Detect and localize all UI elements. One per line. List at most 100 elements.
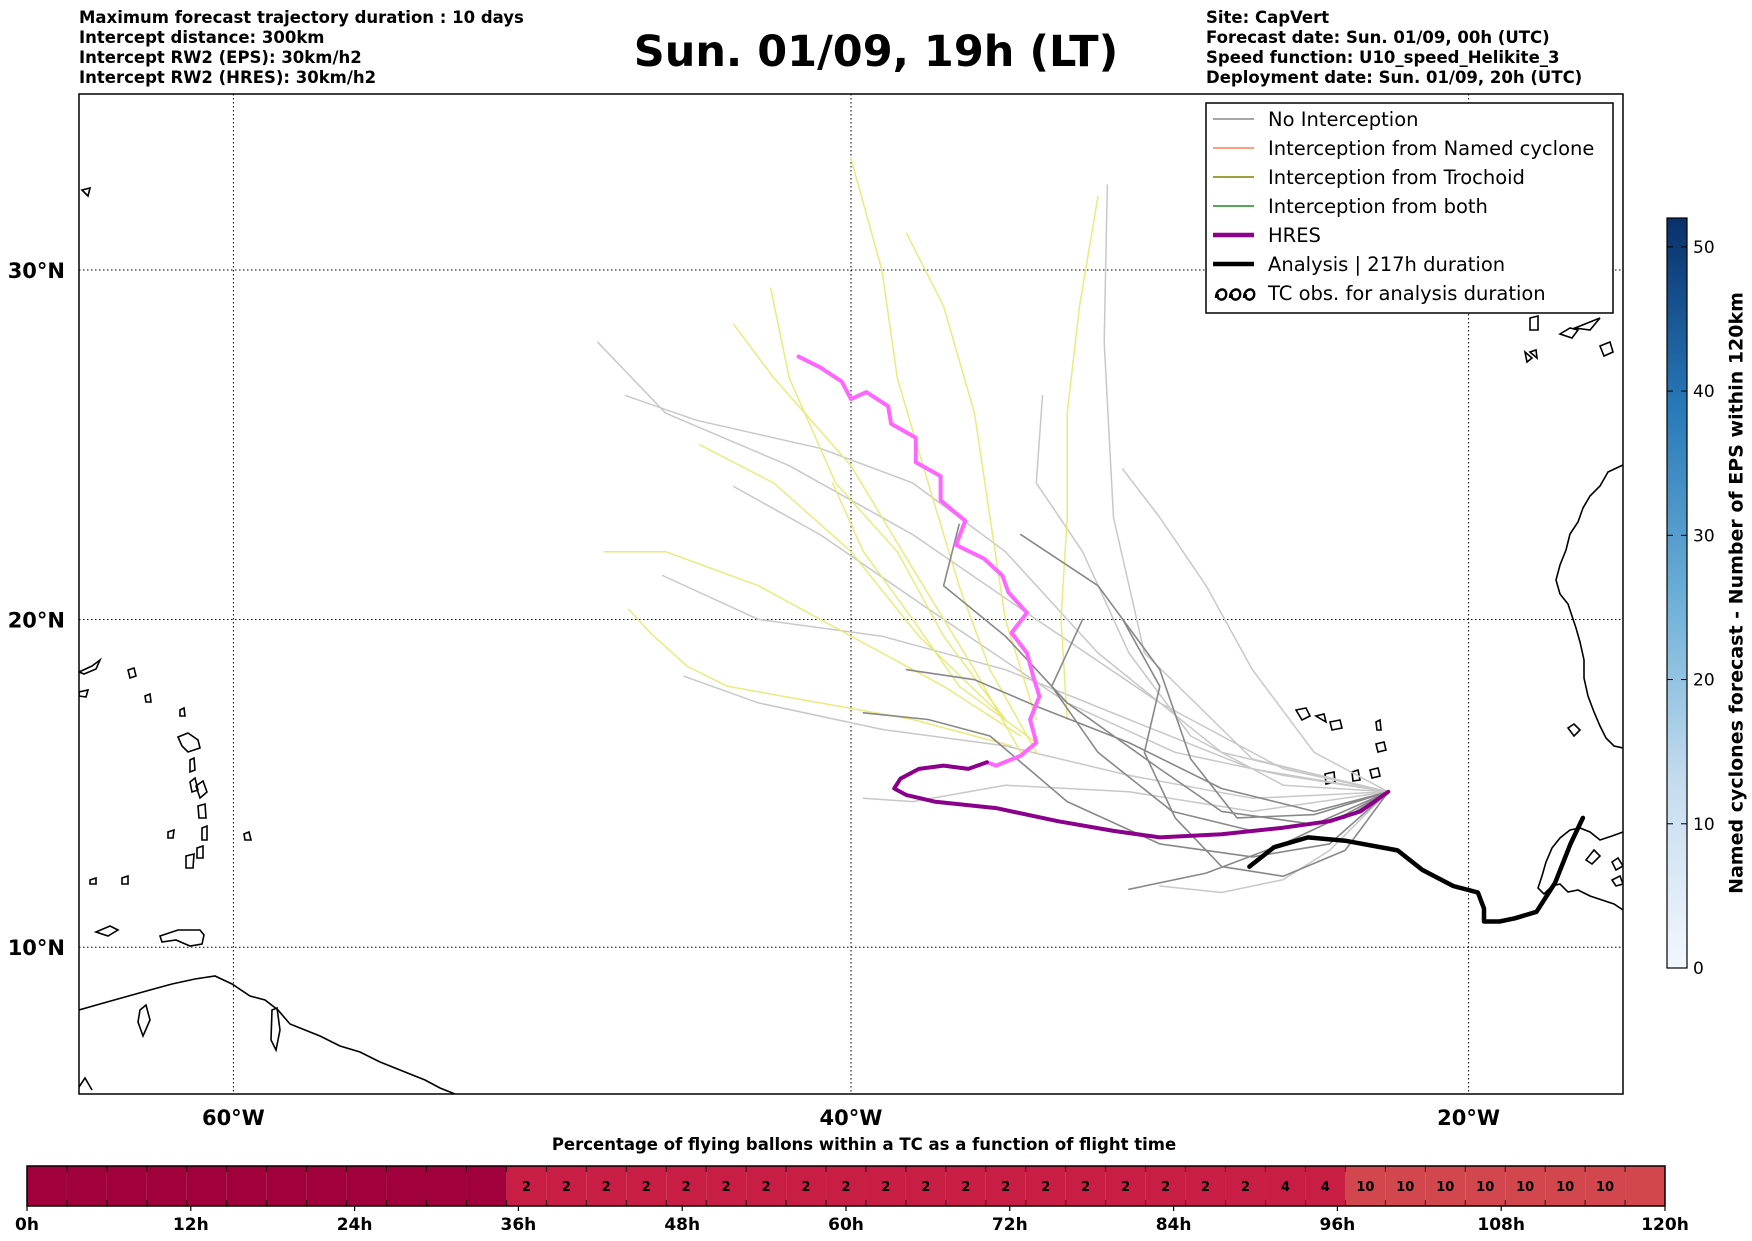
- coastline-island: [195, 779, 208, 800]
- coastline-island-cape-verde: [1329, 719, 1343, 731]
- timeline-cell: [186, 1166, 227, 1206]
- header-right-info: Site: CapVert Forecast date: Sun. 01/09,…: [1206, 8, 1582, 88]
- trajectory-line: [862, 712, 1390, 858]
- timeline-tick-label: 12h: [173, 1215, 209, 1235]
- timeline-cell: [346, 1166, 387, 1206]
- timeline-cell: 2: [1105, 1166, 1146, 1206]
- coastline-island: [189, 756, 196, 774]
- timeline-cell-fill: [146, 1166, 187, 1206]
- coastline-island: [185, 852, 195, 869]
- legend-entry: Interception from Trochoid: [1213, 166, 1525, 189]
- timeline-cells: 2 2 2 2 2 2 2 2 2 2 2 2 2 2 2 2 2 2 2 4 4 10 10 10 10 10 10 10: [26, 1166, 1665, 1206]
- timeline-cell-label: 2: [1041, 1180, 1050, 1195]
- coastline-island-canary: [1528, 348, 1539, 360]
- axis-tick-labels: 60°W 40°W 20°W 30°N 20°N 10°N: [8, 259, 1500, 1130]
- timeline-tick-label: 120h: [1641, 1215, 1689, 1235]
- coastline-africa-mouth: [1566, 722, 1582, 738]
- timeline-cell-label: 4: [1321, 1180, 1330, 1195]
- coastline-island: [89, 876, 97, 885]
- timeline-cell: 2: [585, 1166, 627, 1206]
- timeline-cell-fill: [1425, 1166, 1466, 1206]
- legend-loop-marker: [1214, 288, 1228, 301]
- timeline-cell-fill: [1265, 1166, 1306, 1206]
- timeline-cell-label: 2: [881, 1180, 890, 1195]
- coastline-africa-south: [1537, 827, 1623, 911]
- y-tick-label: 30°N: [8, 259, 65, 283]
- timeline-cell-label: 2: [802, 1180, 811, 1195]
- timeline-tick-label: 24h: [337, 1215, 373, 1235]
- timeline-cell: 2: [945, 1166, 986, 1206]
- trajectory-line: [862, 784, 1390, 813]
- trajectory-line: [597, 341, 1390, 793]
- coastline-island: [80, 186, 92, 198]
- trajectory-line: [627, 608, 1013, 747]
- legend-label: TC obs. for analysis duration: [1267, 282, 1546, 305]
- timeline-cell-fill: [1225, 1166, 1266, 1206]
- timeline-cell-fill: [426, 1166, 467, 1206]
- coastline-island: [127, 666, 137, 680]
- timeline-cell-fill: [346, 1166, 387, 1206]
- timeline-cell-label: 2: [1201, 1180, 1210, 1195]
- timeline-cell-fill: [1025, 1166, 1066, 1206]
- coastline-island-cape-verde: [1375, 741, 1387, 753]
- colorbar-scale: [1666, 217, 1688, 969]
- timeline-cell-fill: [865, 1166, 906, 1206]
- timeline-cell: 2: [745, 1166, 787, 1206]
- trajectory-line: [683, 675, 1390, 800]
- timeline-cell: 2: [1065, 1166, 1106, 1206]
- timeline-cell-label: 2: [602, 1180, 611, 1195]
- trajectory-line: [603, 550, 1022, 737]
- coastline-island: [196, 844, 204, 859]
- timeline-tick-label: 108h: [1477, 1215, 1525, 1235]
- timeline-cell-fill: [386, 1166, 427, 1206]
- timeline-cell: [466, 1166, 507, 1206]
- hres-track-late: [796, 354, 1042, 768]
- timeline-cell: [226, 1166, 267, 1206]
- timeline-cell: [306, 1166, 347, 1206]
- legend-label: Interception from Named cyclone: [1268, 137, 1594, 160]
- header-left-line: Intercept distance: 300km: [79, 28, 325, 47]
- coastlines: [79, 186, 1623, 1094]
- timeline-cell: 10: [1544, 1166, 1586, 1206]
- legend-loop-marker: [1242, 288, 1256, 301]
- coastline-island-cape-verde: [1351, 768, 1361, 782]
- timeline-cell: [426, 1166, 467, 1206]
- timeline-cell: [66, 1166, 107, 1206]
- timeline-cell: 10: [1384, 1166, 1426, 1206]
- header-left-line: Intercept RW2 (EPS): 30km/h2: [79, 48, 362, 67]
- trajectory-line: [769, 287, 1007, 721]
- colorbar-tick-label: 10: [1693, 815, 1715, 835]
- page-title: Sun. 01/09, 19h (LT): [633, 27, 1119, 77]
- timeline-cell: [106, 1166, 147, 1206]
- trajectory-line: [831, 482, 1038, 744]
- timeline-cell-label: 10: [1476, 1180, 1494, 1195]
- header-right-line: Forecast date: Sun. 01/09, 00h (UTC): [1206, 28, 1550, 47]
- legend-label: HRES: [1268, 224, 1321, 247]
- legend-label: Analysis | 217h duration: [1268, 253, 1505, 276]
- timeline-cell: [386, 1166, 427, 1206]
- timeline-cell-fill: [1585, 1166, 1626, 1206]
- colorbar-ticks: 0 10 20 30 40 50: [1667, 238, 1715, 979]
- timeline-cell-label: 10: [1516, 1180, 1534, 1195]
- timeline-cell-fill: [1505, 1166, 1546, 1206]
- timeline-cell-label: 2: [1001, 1180, 1010, 1195]
- timeline-tick-label: 0h: [15, 1215, 39, 1235]
- timeline-cell-fill: [985, 1166, 1026, 1206]
- coastline-island-cape-verde: [1369, 767, 1381, 779]
- timeline-cell: 4: [1265, 1166, 1306, 1206]
- timeline-cell: 4: [1305, 1166, 1346, 1206]
- y-tick-label: 20°N: [8, 608, 65, 632]
- timeline-cell-label: 2: [841, 1180, 850, 1195]
- timeline-cell-fill: [786, 1166, 827, 1206]
- hres-track-early: [892, 760, 1391, 840]
- coastline-south-america: [79, 975, 456, 1094]
- coastline-island: [201, 824, 208, 841]
- legend-label: No Interception: [1268, 108, 1419, 131]
- timeline-cell-fill: [506, 1166, 547, 1206]
- legend-entry: Analysis | 217h duration: [1213, 253, 1505, 276]
- legend-label: Interception from Trochoid: [1268, 166, 1525, 189]
- timeline-cell-label: 2: [642, 1180, 651, 1195]
- coastline-island-cape-verde: [1313, 713, 1328, 724]
- series-hres: [796, 354, 1391, 840]
- header-right-line: Site: CapVert: [1206, 8, 1330, 27]
